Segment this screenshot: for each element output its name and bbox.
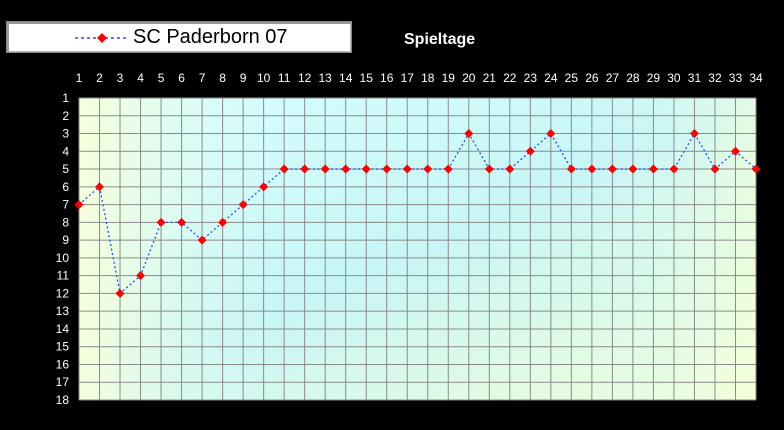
data-point-marker — [546, 129, 556, 139]
y-tick-label: 5 — [62, 162, 69, 176]
x-tick-label: 30 — [667, 71, 681, 85]
data-point-marker — [382, 164, 392, 174]
data-point-marker — [341, 164, 351, 174]
y-tick-label: 3 — [62, 127, 69, 141]
legend-label: SC Paderborn 07 — [133, 26, 288, 48]
y-tick-label: 8 — [62, 215, 69, 229]
data-point-marker — [402, 164, 412, 174]
x-tick-label: 13 — [319, 71, 333, 85]
x-tick-label: 23 — [524, 71, 538, 85]
data-point-marker — [505, 164, 515, 174]
data-point-marker — [136, 271, 146, 281]
data-point-marker — [751, 164, 761, 174]
series-line — [78, 132, 757, 295]
y-tick-label: 7 — [62, 198, 69, 212]
data-point-marker — [259, 182, 269, 192]
legend-marker-icon — [97, 33, 107, 43]
x-tick-label: 6 — [178, 71, 185, 85]
y-tick-label: 12 — [56, 286, 70, 300]
data-point-marker — [607, 164, 617, 174]
data-point-marker — [177, 217, 187, 227]
x-tick-label: 15 — [360, 71, 374, 85]
data-point-marker — [464, 129, 474, 139]
x-tick-label: 22 — [503, 71, 517, 85]
data-point-marker — [115, 288, 125, 298]
y-tick-label: 17 — [56, 375, 70, 389]
data-point-marker — [320, 164, 330, 174]
legend: SC Paderborn 07 — [6, 21, 352, 53]
data-point-marker — [95, 182, 105, 192]
x-tick-label: 32 — [708, 71, 722, 85]
y-tick-label: 10 — [56, 251, 70, 265]
x-tick-label: 10 — [257, 71, 271, 85]
data-point-marker — [628, 164, 638, 174]
data-point-marker — [74, 200, 84, 210]
x-tick-label: 9 — [240, 71, 247, 85]
y-tick-label: 13 — [56, 304, 70, 318]
x-tick-label: 29 — [647, 71, 661, 85]
x-tick-label: 31 — [688, 71, 702, 85]
y-tick-label: 9 — [62, 233, 69, 247]
data-point-marker — [484, 164, 494, 174]
x-tick-label: 18 — [421, 71, 435, 85]
x-tick-label: 27 — [606, 71, 620, 85]
x-tick-label: 7 — [199, 71, 206, 85]
data-point-marker — [238, 200, 248, 210]
data-point-marker — [730, 146, 740, 156]
data-point-marker — [648, 164, 658, 174]
x-tick-label: 26 — [585, 71, 599, 85]
x-tick-label: 28 — [626, 71, 640, 85]
data-point-marker — [689, 129, 699, 139]
legend-line-icon — [75, 33, 129, 43]
y-tick-label: 1 — [62, 91, 69, 105]
y-tick-label: 2 — [62, 109, 69, 123]
x-tick-label: 19 — [442, 71, 456, 85]
data-point-marker — [279, 164, 289, 174]
data-point-marker — [361, 164, 371, 174]
legend-swatch — [75, 33, 129, 43]
x-tick-label: 2 — [96, 71, 103, 85]
y-tick-label: 6 — [62, 180, 69, 194]
x-tick-label: 5 — [158, 71, 165, 85]
x-tick-label: 34 — [749, 71, 763, 85]
y-tick-label: 11 — [57, 269, 70, 283]
x-tick-label: 11 — [278, 71, 291, 85]
y-tick-label: 16 — [56, 357, 70, 371]
data-point-marker — [423, 164, 433, 174]
data-point-marker — [300, 164, 310, 174]
data-point-marker — [566, 164, 576, 174]
x-tick-label: 4 — [137, 71, 144, 85]
chart-title: Spieltage — [404, 31, 476, 48]
data-point-marker — [218, 217, 228, 227]
x-tick-label: 8 — [219, 71, 226, 85]
data-point-marker — [197, 235, 207, 245]
x-tick-label: 3 — [117, 71, 124, 85]
data-point-marker — [525, 146, 535, 156]
plot-area-overlay — [79, 98, 756, 400]
y-tick-label: 14 — [56, 322, 70, 336]
data-point-marker — [587, 164, 597, 174]
x-tick-label: 25 — [565, 71, 579, 85]
x-tick-label: 33 — [729, 71, 743, 85]
x-tick-label: 21 — [483, 71, 497, 85]
x-tick-label: 20 — [462, 71, 476, 85]
x-tick-label: 16 — [380, 71, 394, 85]
data-point-marker — [669, 164, 679, 174]
data-point-marker — [710, 164, 720, 174]
x-tick-label: 17 — [401, 71, 415, 85]
x-tick-label: 12 — [298, 71, 312, 85]
x-tick-label: 24 — [544, 71, 558, 85]
data-point-marker — [443, 164, 453, 174]
y-tick-label: 15 — [56, 340, 70, 354]
x-tick-label: 1 — [76, 71, 83, 85]
y-tick-label: 18 — [56, 393, 70, 407]
data-point-marker — [156, 217, 166, 227]
x-tick-label: 14 — [339, 71, 353, 85]
y-tick-label: 4 — [62, 144, 69, 158]
